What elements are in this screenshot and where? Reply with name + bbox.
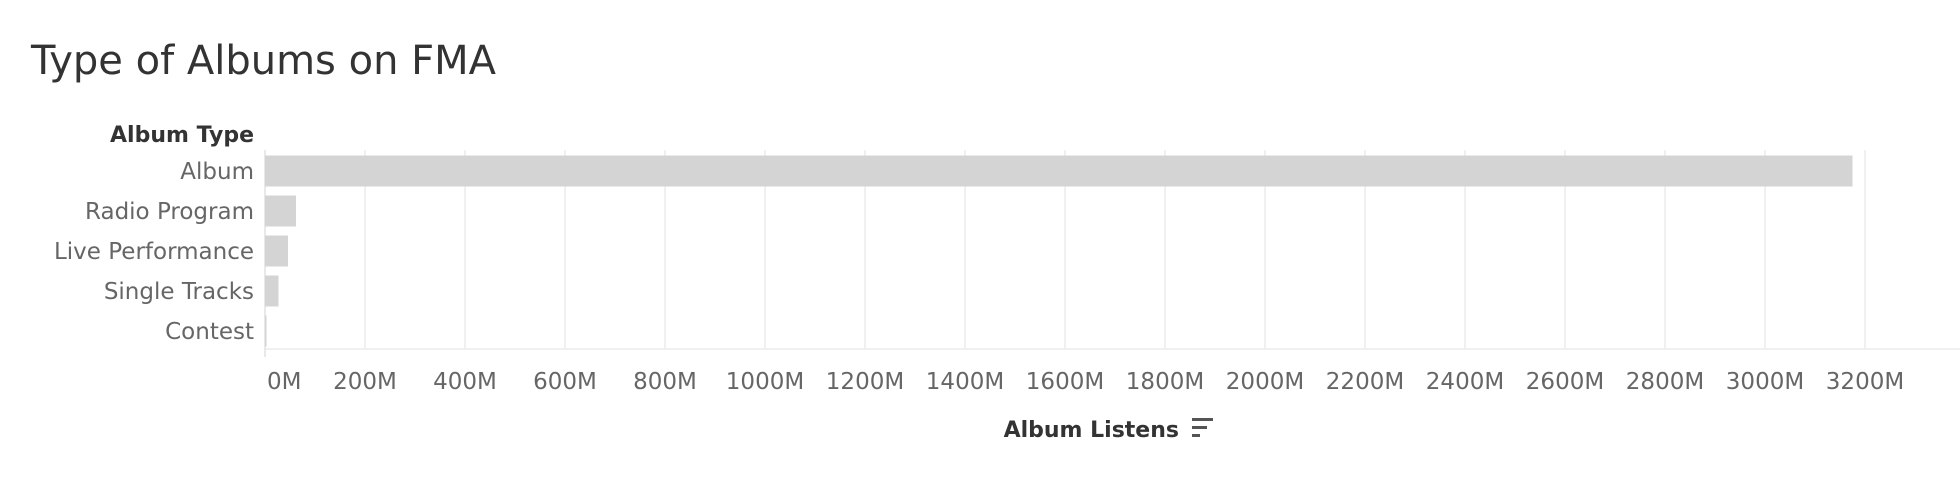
x-tick-label: 1400M bbox=[926, 369, 1004, 395]
bar-album[interactable] bbox=[265, 155, 1853, 187]
category-label[interactable]: Album bbox=[180, 159, 254, 185]
x-tick-label: 2800M bbox=[1626, 369, 1704, 395]
x-tick-label: 3000M bbox=[1726, 369, 1804, 395]
category-label[interactable]: Single Tracks bbox=[104, 279, 254, 305]
x-tick-label: 3200M bbox=[1826, 369, 1904, 395]
x-tick-label: 1000M bbox=[726, 369, 804, 395]
x-tick-label: 2600M bbox=[1526, 369, 1604, 395]
x-tick-label: 1200M bbox=[826, 369, 904, 395]
x-tick-label: 400M bbox=[433, 369, 497, 395]
category-label[interactable]: Live Performance bbox=[54, 239, 254, 265]
x-tick-label: 2000M bbox=[1226, 369, 1304, 395]
x-tick-label: 1800M bbox=[1126, 369, 1204, 395]
bars bbox=[265, 155, 1853, 347]
chart-title: Type of Albums on FMA bbox=[31, 38, 497, 84]
category-label[interactable]: Contest bbox=[165, 319, 254, 345]
x-tick-label: 1600M bbox=[1026, 369, 1104, 395]
category-labels: Album Radio Program Live Performance Single… bbox=[54, 159, 254, 345]
category-header[interactable]: Album Type bbox=[110, 123, 254, 148]
x-tick-label: 600M bbox=[533, 369, 597, 395]
bar-radio-program[interactable] bbox=[265, 195, 296, 227]
x-tick-label: 200M bbox=[333, 369, 397, 395]
x-tick-label: 2400M bbox=[1426, 369, 1504, 395]
bar-single-tracks[interactable] bbox=[265, 275, 279, 307]
x-tick-label: 2200M bbox=[1326, 369, 1404, 395]
x-tick-label: 0M bbox=[267, 369, 301, 395]
bar-live-performance[interactable] bbox=[265, 235, 288, 267]
x-axis-title[interactable]: Album Listens bbox=[1004, 418, 1179, 443]
x-tick-label: 800M bbox=[633, 369, 697, 395]
category-label[interactable]: Radio Program bbox=[85, 199, 254, 225]
sort-descending-icon[interactable] bbox=[1192, 418, 1213, 437]
x-axis-ticks: 0M 200M 400M 600M 800M 1000M 1200M 1400M 1600M 18… bbox=[267, 369, 1904, 395]
bar-contest[interactable] bbox=[265, 315, 267, 347]
